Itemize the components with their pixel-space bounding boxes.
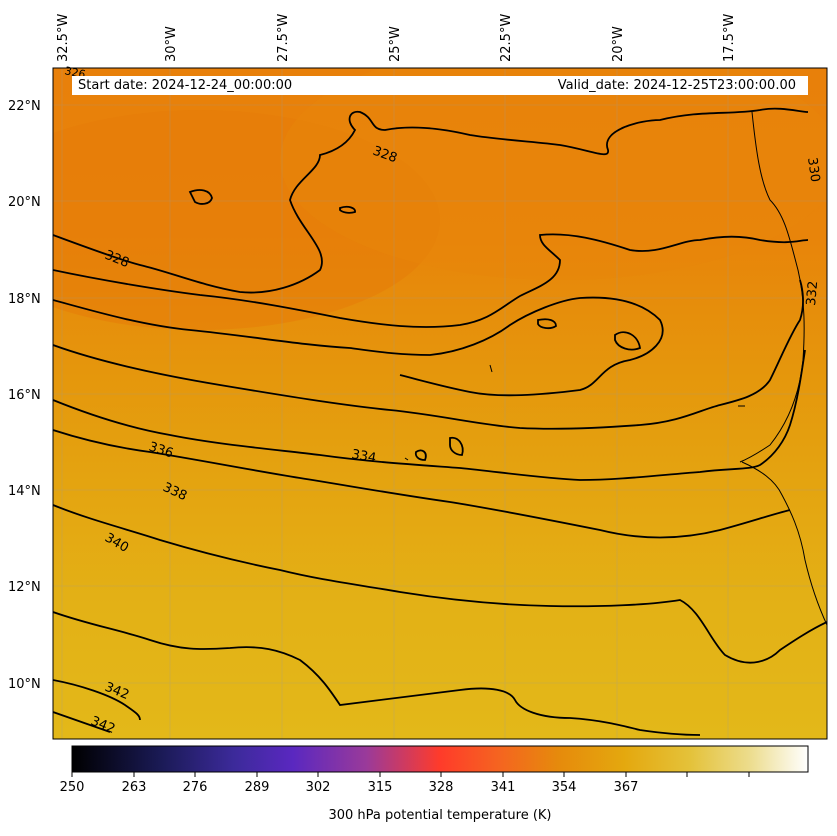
contour-328-north bbox=[53, 107, 809, 294]
contour-island-4 bbox=[339, 205, 356, 214]
cold-pool-east bbox=[280, 68, 827, 280]
lat-label: 16°N bbox=[8, 388, 41, 403]
colorbar-tick-label: 289 bbox=[244, 780, 270, 795]
contour-island-5 bbox=[449, 436, 464, 456]
contour-334 bbox=[53, 349, 806, 481]
contour-label: 334 bbox=[350, 447, 377, 466]
contour-label: 336 bbox=[147, 440, 175, 462]
lat-label: 14°N bbox=[8, 484, 41, 499]
contour-330 bbox=[53, 296, 664, 397]
lon-labels: 32.5°W 30°W 27.5°W 25°W 22.5°W 20°W 17.5… bbox=[56, 14, 737, 62]
contour-island-1 bbox=[188, 189, 213, 205]
contour-island-2 bbox=[537, 318, 557, 330]
contour-342-a bbox=[53, 679, 141, 721]
coastline bbox=[404, 111, 827, 626]
map-area bbox=[53, 68, 827, 739]
colorbar-tick-label: 315 bbox=[367, 780, 393, 795]
colorbar bbox=[71, 745, 809, 773]
lon-label: 32.5°W bbox=[56, 14, 71, 62]
contour-328-lower bbox=[53, 233, 809, 328]
isentropes bbox=[53, 107, 827, 736]
colorbar-tick-label: 328 bbox=[428, 780, 454, 795]
contour-342-b bbox=[53, 711, 111, 733]
contour-label: 330 bbox=[804, 156, 822, 183]
lat-label: 10°N bbox=[8, 677, 41, 692]
start-date-text: Start date: 2024-12-24_00:00:00 bbox=[78, 78, 293, 93]
colorbar-tick-label: 263 bbox=[121, 780, 147, 795]
lon-label: 25°W bbox=[388, 26, 403, 62]
colorbar-tick-label: 276 bbox=[182, 780, 208, 795]
colorbar-tick-label: 302 bbox=[305, 780, 331, 795]
contour-340 bbox=[53, 611, 701, 736]
valid-date-text: Valid_date: 2024-12-25T23:00:00.00 bbox=[557, 78, 796, 93]
contour-label: 332 bbox=[804, 280, 821, 306]
colorbar-tick-label: 367 bbox=[613, 780, 639, 795]
lon-label: 22.5°W bbox=[499, 14, 514, 62]
contour-338 bbox=[53, 504, 827, 664]
colorbar-tick-label: 250 bbox=[59, 780, 85, 795]
contour-336 bbox=[53, 429, 791, 539]
contour-island-6 bbox=[414, 449, 427, 461]
colorbar-tick-label: 341 bbox=[490, 780, 516, 795]
lat-label: 20°N bbox=[8, 195, 41, 210]
contour-island-3 bbox=[614, 331, 641, 351]
lon-label: 17.5°W bbox=[722, 14, 737, 62]
colorbar-tick-label: 354 bbox=[551, 780, 577, 795]
colorbar-ticks bbox=[71, 772, 750, 777]
start-date-label: Start date: 2024-12-24_00:00:00 bbox=[72, 76, 808, 95]
lat-labels: 22°N 20°N 18°N 16°N 14°N 12°N 10°N bbox=[8, 99, 41, 692]
lon-label: 27.5°W bbox=[276, 14, 291, 62]
valid-date-label: Valid_date: 2024-12-25T23:00:00.00 bbox=[558, 76, 802, 95]
map-frame bbox=[52, 67, 828, 740]
lat-label: 22°N bbox=[8, 99, 41, 114]
cape-verde-islands bbox=[404, 364, 745, 461]
contour-332 bbox=[53, 279, 804, 430]
lon-label: 20°W bbox=[611, 26, 626, 62]
colorbar-label: 300 hPa potential temperature (K) bbox=[328, 808, 552, 823]
lat-label: 18°N bbox=[8, 292, 41, 307]
lon-label: 30°W bbox=[164, 26, 179, 62]
lat-label: 12°N bbox=[8, 580, 41, 595]
